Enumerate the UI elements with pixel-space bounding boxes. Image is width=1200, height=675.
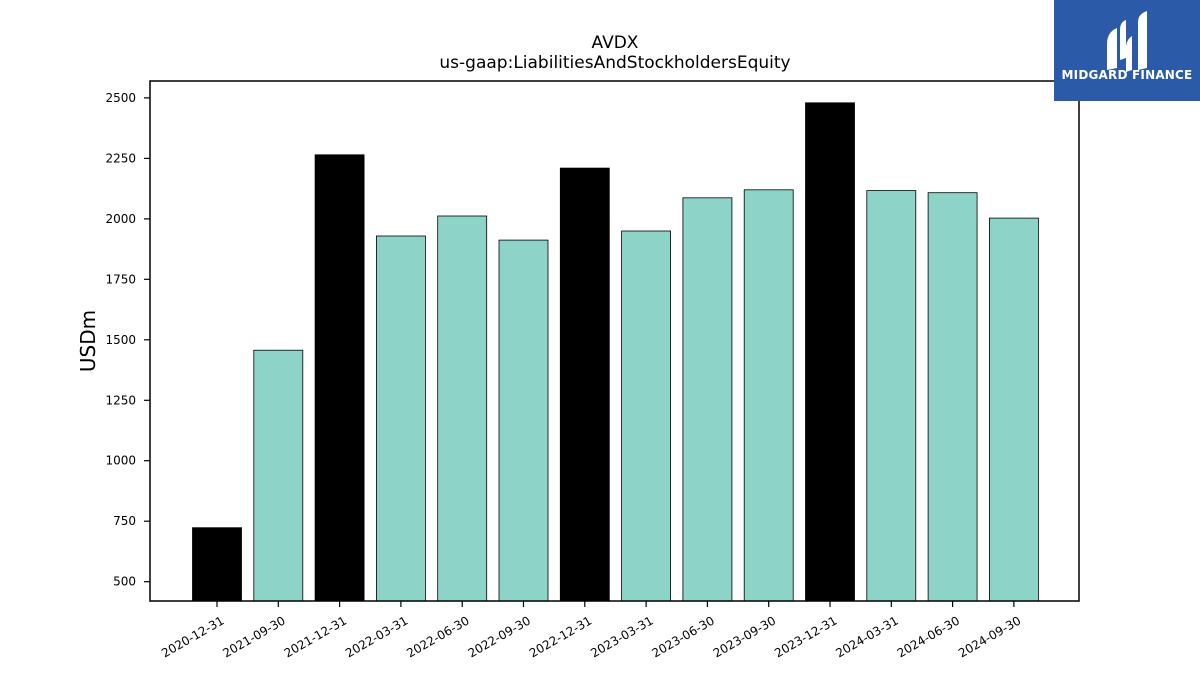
bar-2024-09-30 — [989, 217, 1039, 602]
x-tick-label: 2024-03-31 — [833, 613, 900, 660]
y-tick-label: 1500 — [105, 333, 136, 347]
midgard-logo-icon — [1107, 11, 1147, 72]
bar-2024-06-30 — [927, 192, 978, 602]
y-tick-label: 750 — [113, 514, 136, 528]
y-axis-ticks: 500 750 1000 1250 1500 1750 2000 2250 2500 — [105, 91, 150, 589]
y-tick-label: 2250 — [105, 151, 136, 165]
x-tick-label: 2022-12-31 — [527, 613, 594, 660]
x-tick-label: 2023-06-30 — [649, 613, 716, 660]
bar-2022-06-30 — [437, 215, 488, 602]
chart-subtitle: us-gaap:LiabilitiesAndStockholdersEquity — [439, 53, 790, 73]
y-tick-label: 500 — [113, 575, 136, 589]
y-tick-label: 1000 — [105, 454, 136, 468]
bar-2020-12-31 — [192, 527, 242, 602]
bar-2021-12-31 — [314, 154, 365, 602]
bar-2023-09-30 — [743, 189, 794, 602]
x-axis-ticks: 2020-12-312021-09-302021-12-312022-03-31… — [159, 601, 1023, 660]
y-tick-label: 2000 — [105, 212, 136, 226]
x-tick-label: 2021-09-30 — [220, 613, 287, 660]
bar-2022-03-31 — [375, 235, 426, 602]
x-tick-label: 2023-03-31 — [588, 613, 655, 660]
chart-title: AVDX — [592, 33, 639, 53]
y-tick-label: 2500 — [105, 91, 136, 105]
x-tick-label: 2022-06-30 — [404, 613, 471, 660]
bars-group — [192, 102, 1039, 602]
bar-2022-12-31 — [559, 167, 610, 602]
bar-2023-06-30 — [682, 197, 733, 602]
plot-frame — [149, 80, 1080, 602]
bar-2023-03-31 — [621, 230, 671, 602]
y-tick-label: 1750 — [105, 272, 136, 286]
x-tick-label: 2024-09-30 — [956, 613, 1023, 660]
y-axis-label: USDm — [76, 310, 100, 372]
brand-name: MIDGARD FINANCE — [1061, 68, 1193, 82]
x-tick-label: 2020-12-31 — [159, 613, 226, 660]
y-tick-label: 1250 — [105, 393, 136, 407]
x-tick-label: 2023-12-31 — [772, 613, 839, 660]
bar-2023-12-31 — [805, 102, 855, 602]
bar-2024-03-31 — [866, 190, 917, 602]
brand-logo: MIDGARD FINANCE — [1054, 0, 1200, 101]
x-tick-label: 2021-12-31 — [282, 613, 349, 660]
bar-2022-09-30 — [498, 239, 549, 602]
x-tick-label: 2023-09-30 — [711, 613, 778, 660]
x-tick-label: 2022-03-31 — [343, 613, 410, 660]
x-tick-label: 2022-09-30 — [466, 613, 533, 660]
bar-2021-09-30 — [253, 349, 304, 602]
x-tick-label: 2024-06-30 — [895, 613, 962, 660]
